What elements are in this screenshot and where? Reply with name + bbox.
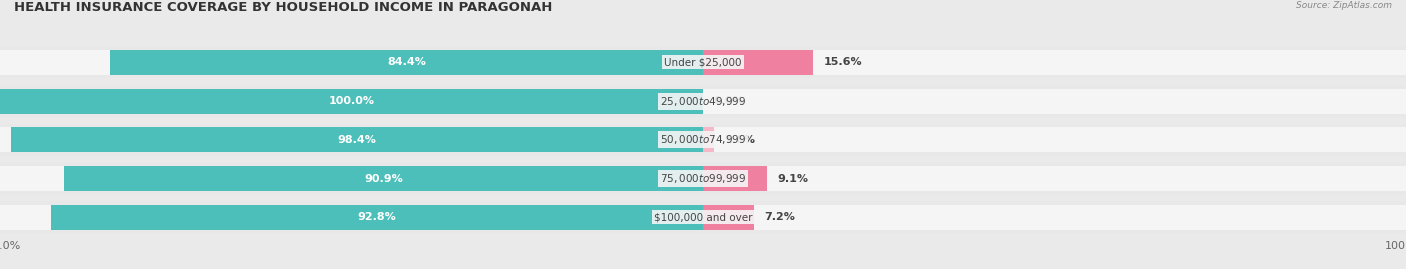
Text: 15.6%: 15.6% — [824, 57, 862, 68]
Bar — [703, 166, 768, 191]
Bar — [0, 89, 1406, 114]
Bar — [0, 201, 1406, 233]
Text: 9.1%: 9.1% — [778, 174, 808, 184]
Bar — [0, 166, 1406, 191]
Text: 1.6%: 1.6% — [725, 135, 756, 145]
Text: 0.0%: 0.0% — [713, 96, 744, 106]
Bar — [110, 50, 703, 75]
Text: $50,000 to $74,999: $50,000 to $74,999 — [659, 133, 747, 146]
Text: Source: ZipAtlas.com: Source: ZipAtlas.com — [1296, 1, 1392, 10]
Text: 84.4%: 84.4% — [387, 57, 426, 68]
Bar — [703, 50, 813, 75]
Bar — [11, 127, 703, 153]
Bar — [703, 205, 754, 230]
Text: 7.2%: 7.2% — [765, 212, 794, 222]
Text: 98.4%: 98.4% — [337, 135, 377, 145]
Bar — [0, 205, 1406, 230]
Bar — [0, 50, 1406, 75]
Text: $25,000 to $49,999: $25,000 to $49,999 — [659, 95, 747, 108]
Text: 92.8%: 92.8% — [357, 212, 396, 222]
Text: $75,000 to $99,999: $75,000 to $99,999 — [659, 172, 747, 185]
Bar — [0, 127, 1406, 153]
Text: 100.0%: 100.0% — [329, 96, 374, 106]
Bar — [0, 124, 1406, 156]
Text: $100,000 and over: $100,000 and over — [654, 212, 752, 222]
Text: 90.9%: 90.9% — [364, 174, 404, 184]
Text: HEALTH INSURANCE COVERAGE BY HOUSEHOLD INCOME IN PARAGONAH: HEALTH INSURANCE COVERAGE BY HOUSEHOLD I… — [14, 1, 553, 14]
Bar — [51, 205, 703, 230]
Bar — [0, 46, 1406, 79]
Bar — [63, 166, 703, 191]
Bar — [0, 85, 1406, 117]
Bar — [703, 127, 714, 153]
Bar — [0, 162, 1406, 195]
Text: Under $25,000: Under $25,000 — [664, 57, 742, 68]
Bar — [0, 89, 703, 114]
